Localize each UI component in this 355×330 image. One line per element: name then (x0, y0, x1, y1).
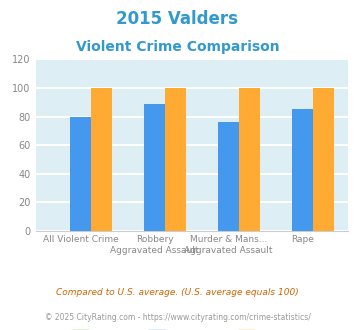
Bar (313, 88, 334, 231)
Text: Compared to U.S. average. (U.S. average equals 100): Compared to U.S. average. (U.S. average … (56, 288, 299, 297)
Bar (292, 110, 313, 231)
Text: Violent Crime Comparison: Violent Crime Comparison (76, 40, 279, 53)
Bar (239, 88, 260, 231)
Bar (165, 88, 186, 231)
Bar (91, 88, 112, 231)
Bar (218, 122, 239, 231)
Bar (70, 116, 91, 231)
Text: © 2025 CityRating.com - https://www.cityrating.com/crime-statistics/: © 2025 CityRating.com - https://www.city… (45, 313, 310, 322)
Text: 2015 Valders: 2015 Valders (116, 10, 239, 28)
Bar (144, 104, 165, 231)
Legend: Valders, Wisconsin, National: Valders, Wisconsin, National (69, 326, 315, 330)
